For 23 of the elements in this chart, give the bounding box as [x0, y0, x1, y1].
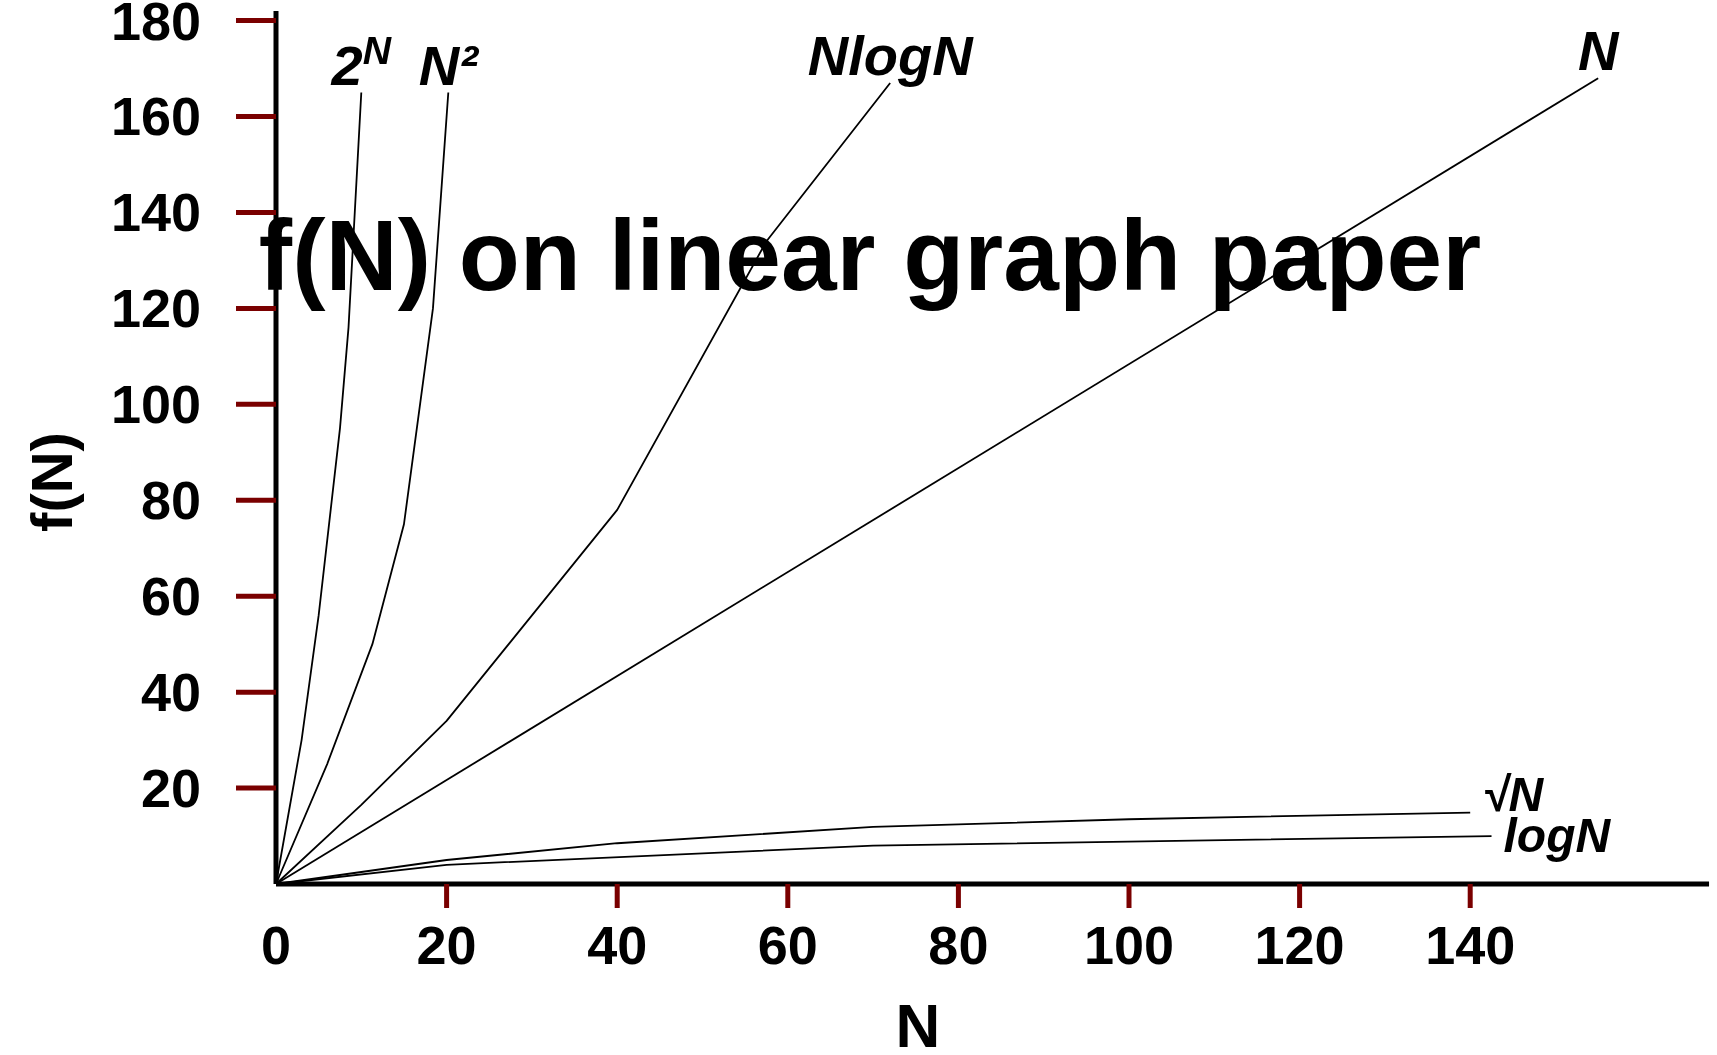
x-tick-label: 40 [587, 915, 648, 975]
y-tick-label: 140 [110, 182, 201, 243]
series-label: 2$^{N}$ [330, 28, 392, 97]
x-axis-title: N [895, 991, 941, 1055]
series-label: NlogN [807, 23, 975, 87]
x-tick-label: 80 [928, 915, 989, 975]
x-tick-label: 20 [416, 915, 477, 975]
y-tick-label: 180 [110, 0, 201, 51]
y-tick-label: 100 [110, 374, 201, 435]
y-tick-label: 40 [140, 662, 201, 723]
x-tick-label: 0 [260, 915, 292, 975]
series-label: N [1577, 19, 1620, 83]
x-tick-label: 100 [1083, 915, 1175, 975]
y-tick-label: 160 [110, 86, 201, 147]
y-tick-label: 80 [140, 470, 201, 531]
x-tick-label: 120 [1254, 915, 1345, 975]
series-label: N² [418, 33, 480, 97]
x-tick-label: 140 [1425, 915, 1516, 975]
x-tick-label: 60 [757, 915, 818, 975]
y-tick-label: 20 [140, 757, 201, 818]
y-tick-label: 60 [140, 566, 201, 627]
y-axis-title: f(N) [19, 432, 84, 532]
y-tick-label: 120 [110, 278, 201, 339]
